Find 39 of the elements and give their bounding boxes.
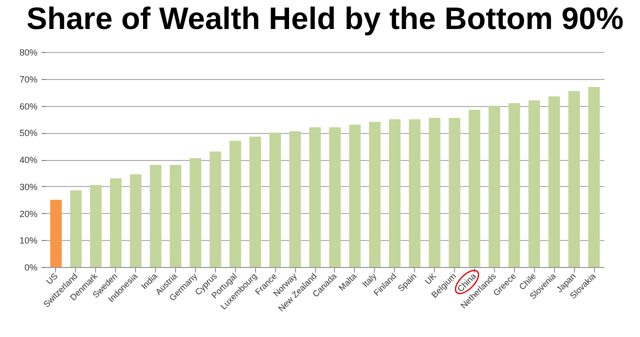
y-tick-label: 0% (24, 262, 38, 272)
bar (110, 178, 122, 267)
y-tick-label: 10% (19, 236, 38, 246)
bar (488, 106, 500, 267)
bar (588, 86, 600, 267)
y-tick-label: 40% (19, 155, 38, 165)
bar (289, 131, 301, 267)
bar (230, 140, 242, 267)
bar (568, 90, 580, 267)
bar (428, 118, 440, 267)
y-tick-label: 50% (19, 128, 38, 138)
y-tick-label: 60% (19, 101, 38, 112)
chart-title: Share of Wealth Held by the Bottom 90% (26, 1, 624, 36)
bar (170, 164, 182, 267)
bar (508, 103, 520, 267)
bar (249, 136, 262, 267)
bar (190, 158, 202, 267)
bar (210, 151, 222, 267)
bar (448, 118, 460, 267)
bar (349, 124, 361, 267)
bar (408, 119, 420, 267)
y-tick-label: 80% (19, 48, 38, 58)
bar (369, 122, 381, 267)
bar (269, 132, 281, 267)
y-tick-label: 30% (19, 182, 38, 192)
bar (388, 119, 401, 267)
bar (50, 200, 62, 267)
bar (130, 174, 142, 267)
bar (329, 127, 341, 267)
bar (548, 96, 560, 267)
bar (468, 110, 480, 267)
bar (309, 127, 321, 267)
y-tick-label: 20% (19, 208, 38, 219)
x-tick-label: Italy (360, 270, 379, 290)
bar (150, 164, 162, 267)
y-tick-label: 70% (19, 74, 38, 84)
bar (528, 100, 540, 267)
bar (90, 185, 102, 267)
bar (70, 190, 82, 267)
